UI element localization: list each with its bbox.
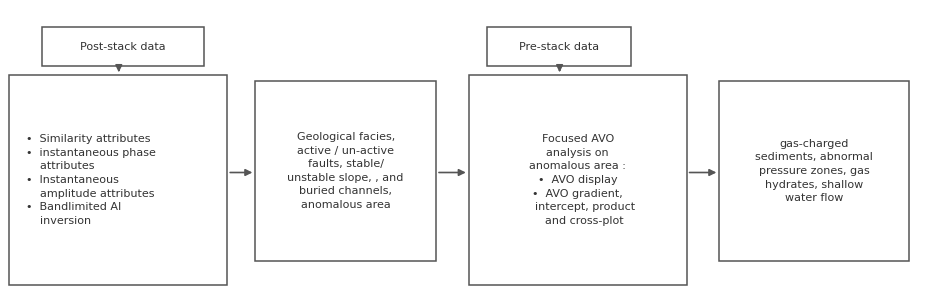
Text: Pre-stack data: Pre-stack data: [518, 41, 599, 52]
Text: •  Similarity attributes
•  instantaneous phase
    attributes
•  Instantaneous
: • Similarity attributes • instantaneous …: [26, 134, 156, 226]
FancyBboxPatch shape: [468, 75, 686, 285]
FancyBboxPatch shape: [9, 75, 227, 285]
Text: gas-charged
sediments, abnormal
pressure zones, gas
hydrates, shallow
water flow: gas-charged sediments, abnormal pressure…: [755, 139, 872, 203]
Text: Post-stack data: Post-stack data: [80, 41, 166, 52]
FancyBboxPatch shape: [718, 81, 908, 261]
FancyBboxPatch shape: [255, 81, 436, 261]
FancyBboxPatch shape: [42, 27, 204, 66]
Text: Focused AVO
analysis on
anomalous area :
•  AVO display
•  AVO gradient,
    int: Focused AVO analysis on anomalous area :…: [520, 134, 634, 226]
FancyBboxPatch shape: [487, 27, 630, 66]
Text: Geological facies,
active / un-active
faults, stable/
unstable slope, , and
buri: Geological facies, active / un-active fa…: [287, 132, 403, 210]
